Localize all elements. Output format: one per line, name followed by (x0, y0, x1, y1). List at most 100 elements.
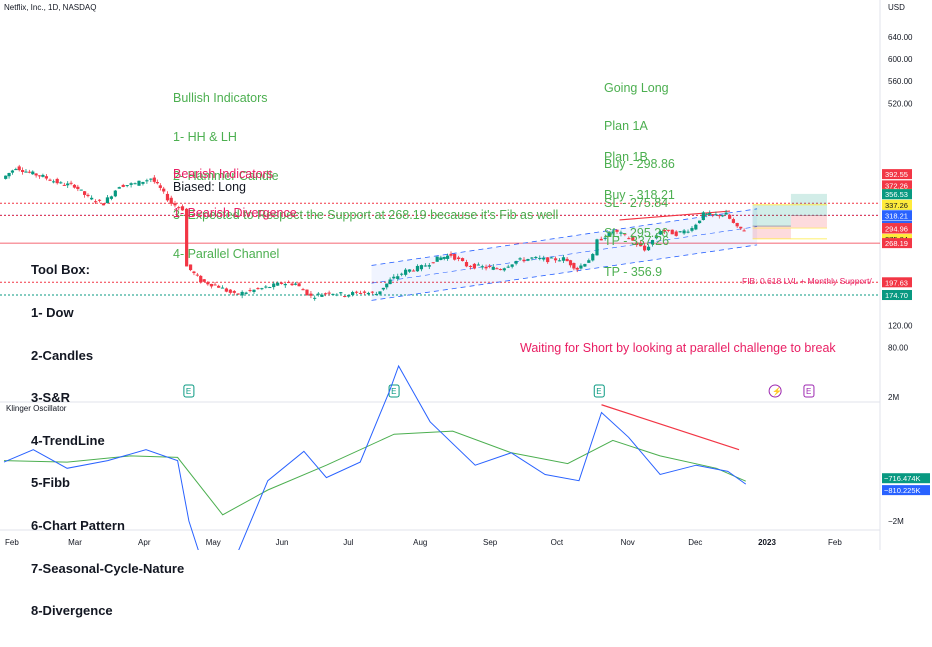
candle-body (599, 238, 603, 241)
candle-body (113, 190, 117, 197)
candle-body (453, 253, 457, 260)
candle-body (293, 283, 298, 285)
toolbox-line: 6-Chart Pattern (31, 518, 125, 534)
candle-body (714, 214, 718, 216)
candle-body (232, 291, 236, 293)
candle-body (396, 276, 400, 279)
candle-body (442, 256, 446, 259)
plan-line: Plan 1B (604, 149, 648, 164)
x-tick-label: Jul (343, 538, 353, 547)
candle-body (21, 170, 25, 172)
x-tick-label: Nov (621, 538, 635, 547)
candle-body (439, 257, 443, 260)
candle-body (177, 207, 181, 209)
plan-line: TP - 337.26 (604, 234, 670, 249)
candle-body (522, 259, 526, 262)
x-tick-label: May (206, 538, 221, 547)
candle-body (366, 292, 371, 295)
candle-body (534, 256, 538, 258)
candle-body (627, 238, 631, 240)
channel-bottom-line (371, 244, 758, 301)
toolbox-line: 4-TrendLine (31, 432, 105, 448)
fib-note: FIB: 0.618 LVL + Monthly Support/ (742, 276, 872, 286)
price-level-label: 294.96 (885, 224, 908, 233)
candle-body (607, 231, 611, 237)
candle-body (59, 182, 63, 184)
candle-body (530, 257, 534, 259)
oscillator-signal-line (3, 430, 747, 516)
candle-body (717, 215, 721, 217)
plan-line: SL - 275.84 (604, 195, 669, 210)
candle-body (739, 226, 743, 229)
event-marker-label: E (186, 387, 191, 396)
oscillator-title: Klinger Oscillator (6, 404, 67, 413)
candle-body (69, 182, 73, 184)
candle-body (44, 176, 48, 179)
bullish-line: Bullish Indicators (173, 91, 268, 105)
candle-body (313, 297, 317, 299)
candle-body (192, 271, 196, 274)
candle-body (240, 291, 244, 296)
price-level-label: 337.26 (885, 201, 908, 210)
candle-body (55, 178, 59, 184)
candle-body (24, 171, 28, 173)
candle-body (236, 293, 240, 295)
candle-body (615, 229, 619, 232)
toolbox-line: 7-Seasonal-Cycle-Nature (31, 560, 185, 576)
candle-body (724, 212, 728, 215)
candle-body (101, 203, 106, 206)
candle-body (309, 293, 313, 296)
candle-body (228, 289, 232, 293)
candle-body (611, 231, 615, 234)
price-level-tag (882, 169, 912, 180)
candle-body (86, 194, 90, 197)
candle-body (66, 183, 70, 186)
candle-body (374, 293, 378, 296)
price-level-tag (882, 223, 912, 234)
channel-mid-line (371, 226, 758, 284)
currency-label: USD (888, 3, 905, 12)
chart-stage[interactable]: 80.00 120.00 520.00 560.00 600.00 640.00 Feb Ma… (0, 0, 932, 618)
candle-body (415, 265, 420, 272)
dividend-icon (768, 384, 782, 398)
candle-body (553, 258, 558, 261)
toolbox-line: 5-Fibb (31, 475, 70, 491)
candle-body (510, 264, 514, 267)
plan-1a-target-zone (752, 204, 791, 227)
candle-body (72, 184, 77, 188)
event-marker-label: E (806, 387, 811, 396)
candle-body (575, 267, 579, 270)
candle-body (378, 291, 382, 295)
candle-body (565, 258, 569, 262)
candle-body (283, 283, 287, 286)
candle-body (721, 215, 725, 217)
candle-body (411, 270, 416, 272)
plan-line: Plan 1A (604, 118, 648, 133)
candle-body (117, 187, 121, 189)
toolbox-line: 8-Divergence (31, 603, 113, 619)
candle-body (587, 260, 591, 263)
candle-body (435, 256, 439, 262)
bullish-line: 1- HH & LH (173, 130, 237, 144)
channel-top-line (371, 208, 758, 266)
candle-body (339, 292, 343, 294)
candle-body (728, 214, 732, 219)
candle-body (491, 266, 495, 270)
candle-body (658, 231, 663, 235)
candle-body (31, 171, 35, 175)
price-chart[interactable]: 80.00 120.00 520.00 560.00 600.00 640.00 Feb Ma… (0, 0, 932, 550)
candle-body (41, 174, 45, 177)
candle-body (654, 235, 659, 239)
candle-body (224, 288, 228, 292)
candle-body (76, 186, 80, 190)
oscillator-divergence-trendline (601, 404, 740, 451)
plan-1a-stop-zone (752, 226, 791, 239)
candle-body (152, 177, 156, 182)
bullish-line: 2- Hammer Candle (173, 169, 279, 183)
plan-line: Buy - 298.86 (604, 157, 675, 172)
candle-body (4, 175, 8, 179)
candle-body (595, 239, 599, 256)
candle-body (742, 230, 746, 232)
bearish-indicators-note: Bearish Indicators 1- Bearish Divergence (173, 142, 297, 246)
y-tick-label: 640.00 (888, 33, 913, 42)
